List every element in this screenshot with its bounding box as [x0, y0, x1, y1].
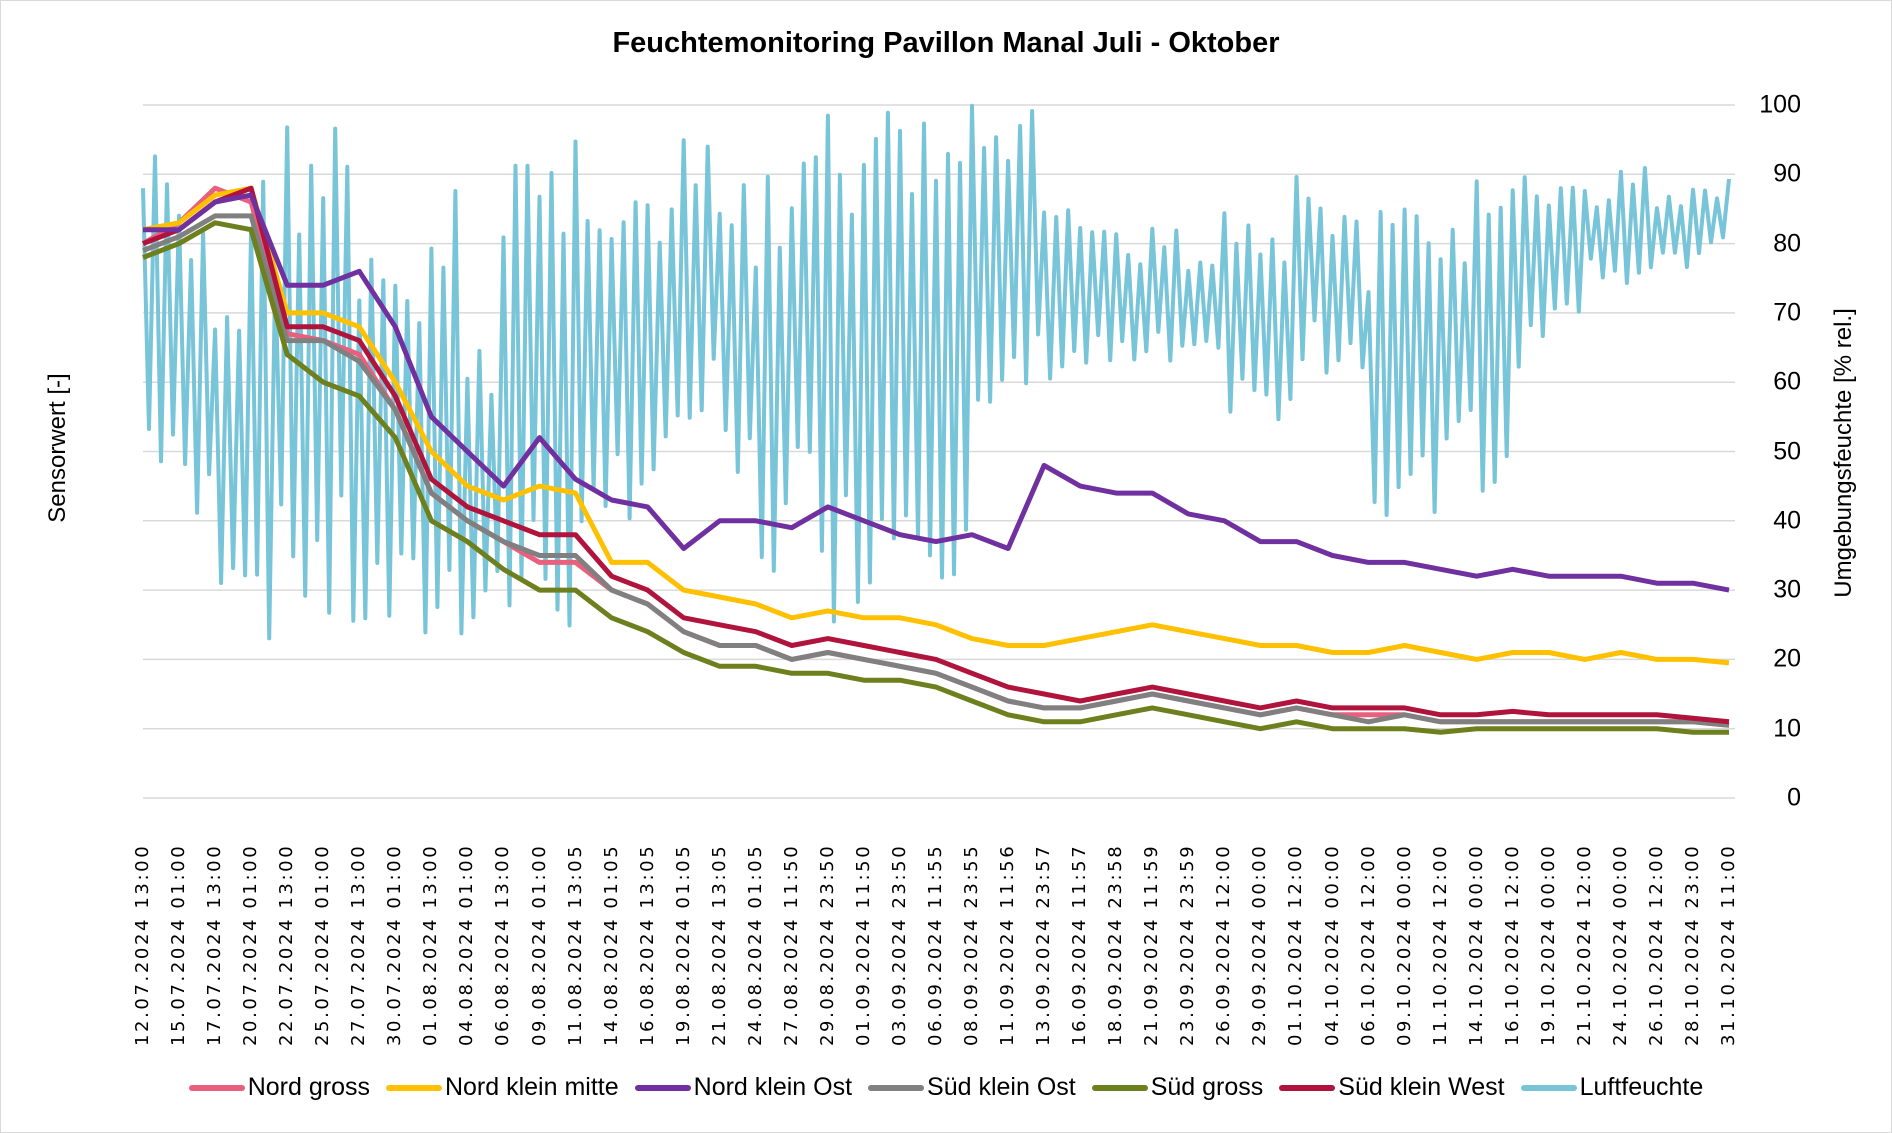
x-tick-label: 01.08.2024 13:00 [420, 843, 442, 1046]
y-tick-label: 40 [1773, 506, 1801, 535]
y-tick-label: 0 [1787, 783, 1801, 812]
x-tick-label: 06.10.2024 12:00 [1357, 843, 1379, 1046]
x-tick-label: 29.08.2024 23:50 [816, 843, 838, 1046]
legend-swatch [868, 1084, 925, 1091]
legend-label: Nord klein Ost [693, 1073, 853, 1101]
x-tick-label: 04.08.2024 01:00 [456, 843, 478, 1046]
y-tick-label: 90 [1773, 159, 1801, 188]
x-tick-label: 24.08.2024 01:05 [744, 843, 766, 1046]
legend-label: Süd klein West [1338, 1073, 1505, 1101]
legend-label: Luftfeuchte [1579, 1073, 1704, 1101]
x-tick-label: 14.10.2024 00:00 [1465, 843, 1487, 1046]
legend-item: Nord klein Ost [634, 1073, 853, 1102]
x-tick-label: 29.09.2024 00:00 [1249, 843, 1271, 1046]
x-tick-label: 22.07.2024 13:00 [276, 843, 298, 1046]
x-tick-label: 20.07.2024 01:00 [240, 843, 262, 1046]
x-tick-label: 11.08.2024 13:05 [564, 843, 586, 1046]
x-tick-label: 08.09.2024 23:55 [961, 843, 983, 1046]
x-tick-label: 27.07.2024 13:00 [348, 843, 370, 1046]
series-line-nord-klein-ost [143, 192, 1730, 593]
chart-title: Feuchtemonitoring Pavillon Manal Juli - … [612, 27, 1280, 59]
x-tick-label: 13.09.2024 23:57 [1033, 843, 1055, 1046]
y-tick-label: 80 [1773, 229, 1801, 258]
legend-swatch [1279, 1084, 1336, 1091]
y-tick-label: 50 [1773, 437, 1801, 465]
x-tick-label: 14.08.2024 01:05 [600, 843, 622, 1046]
series-line-süd-gross [142, 220, 1729, 735]
y-tick-label: 10 [1773, 714, 1801, 743]
series-line-süd-klein-west [142, 185, 1730, 725]
legend-item: Nord klein mitte [385, 1073, 619, 1102]
x-tick-label: 12.07.2024 13:00 [132, 843, 153, 1046]
x-tick-label: 21.08.2024 13:05 [708, 843, 730, 1046]
x-tick-label: 28.10.2024 23:00 [1681, 843, 1703, 1046]
legend-item: Süd klein West [1279, 1073, 1505, 1102]
x-tick-label: 24.10.2024 00:00 [1609, 843, 1631, 1046]
legend-swatch [634, 1084, 691, 1091]
legend-label: Nord klein mitte [444, 1073, 619, 1101]
legend: Nord gross Nord klein mitte Nord klein Ost… [1, 1073, 1891, 1102]
y-tick-label: 20 [1773, 644, 1801, 673]
x-tick-label: 19.08.2024 01:05 [672, 843, 694, 1046]
x-tick-label: 09.10.2024 00:00 [1393, 843, 1415, 1046]
x-tick-label: 26.09.2024 12:00 [1213, 843, 1235, 1046]
legend-swatch [1091, 1084, 1148, 1091]
x-tick-label: 15.07.2024 01:00 [168, 843, 190, 1046]
x-tick-label: 21.09.2024 11:59 [1141, 843, 1163, 1046]
legend-item: Süd klein Ost [868, 1073, 1076, 1102]
x-tick-label: 11.09.2024 11:56 [997, 843, 1019, 1046]
x-tick-label: 17.07.2024 13:00 [204, 843, 226, 1046]
x-tick-label: 04.10.2024 00:00 [1321, 843, 1343, 1046]
x-tick-label: 16.09.2024 11:57 [1069, 843, 1091, 1046]
legend-swatch [188, 1084, 245, 1091]
legend-swatch [1520, 1084, 1577, 1091]
legend-label: Nord gross [247, 1073, 370, 1101]
x-tick-label: 01.09.2024 11:50 [852, 843, 874, 1046]
x-tick-label: 27.08.2024 11:50 [780, 843, 802, 1046]
x-tick-label: 30.07.2024 01:00 [384, 843, 406, 1046]
y-tick-label: 70 [1773, 298, 1801, 327]
x-tick-label: 26.10.2024 12:00 [1645, 843, 1667, 1046]
x-tick-label: 01.10.2024 12:00 [1285, 843, 1307, 1046]
series-line-süd-klein-ost [142, 213, 1730, 728]
x-tick-label: 11.10.2024 12:00 [1429, 843, 1451, 1046]
y-tick-label: 60 [1773, 367, 1801, 396]
legend-swatch [385, 1084, 442, 1091]
x-tick-label: 18.09.2024 23:58 [1105, 843, 1127, 1046]
series-line-luftfeuchte [141, 103, 1731, 641]
legend-item: Süd gross [1091, 1073, 1264, 1102]
x-tick-label: 06.08.2024 13:00 [492, 843, 514, 1046]
y-axis-right-label: Umgebungsfeuchte [% rel.] [1830, 308, 1857, 598]
x-tick-label: 31.10.2024 11:00 [1718, 843, 1739, 1046]
x-tick-label: 25.07.2024 01:00 [312, 843, 334, 1046]
x-tick-label: 21.10.2024 12:00 [1573, 843, 1595, 1046]
legend-label: Süd klein Ost [927, 1073, 1076, 1101]
legend-item: Nord gross [188, 1073, 370, 1102]
x-tick-label: 16.08.2024 13:05 [636, 843, 658, 1046]
y-tick-label: 30 [1773, 575, 1801, 604]
x-tick-label: 16.10.2024 12:00 [1501, 843, 1523, 1046]
x-tick-label: 03.09.2024 23:50 [888, 843, 910, 1046]
legend-label: Süd gross [1150, 1073, 1264, 1101]
x-tick-label: 23.09.2024 23:59 [1177, 843, 1199, 1046]
series-line-nord-klein-mitte [142, 185, 1730, 666]
x-tick-label: 19.10.2024 00:00 [1537, 843, 1559, 1046]
legend-item: Luftfeuchte [1520, 1073, 1704, 1102]
x-tick-label: 09.08.2024 01:00 [528, 843, 550, 1046]
y-tick-label: 100 [1759, 90, 1801, 119]
x-tick-label: 06.09.2024 11:55 [925, 843, 946, 1046]
y-axis-left-label: Sensorwert [-] [44, 373, 71, 523]
